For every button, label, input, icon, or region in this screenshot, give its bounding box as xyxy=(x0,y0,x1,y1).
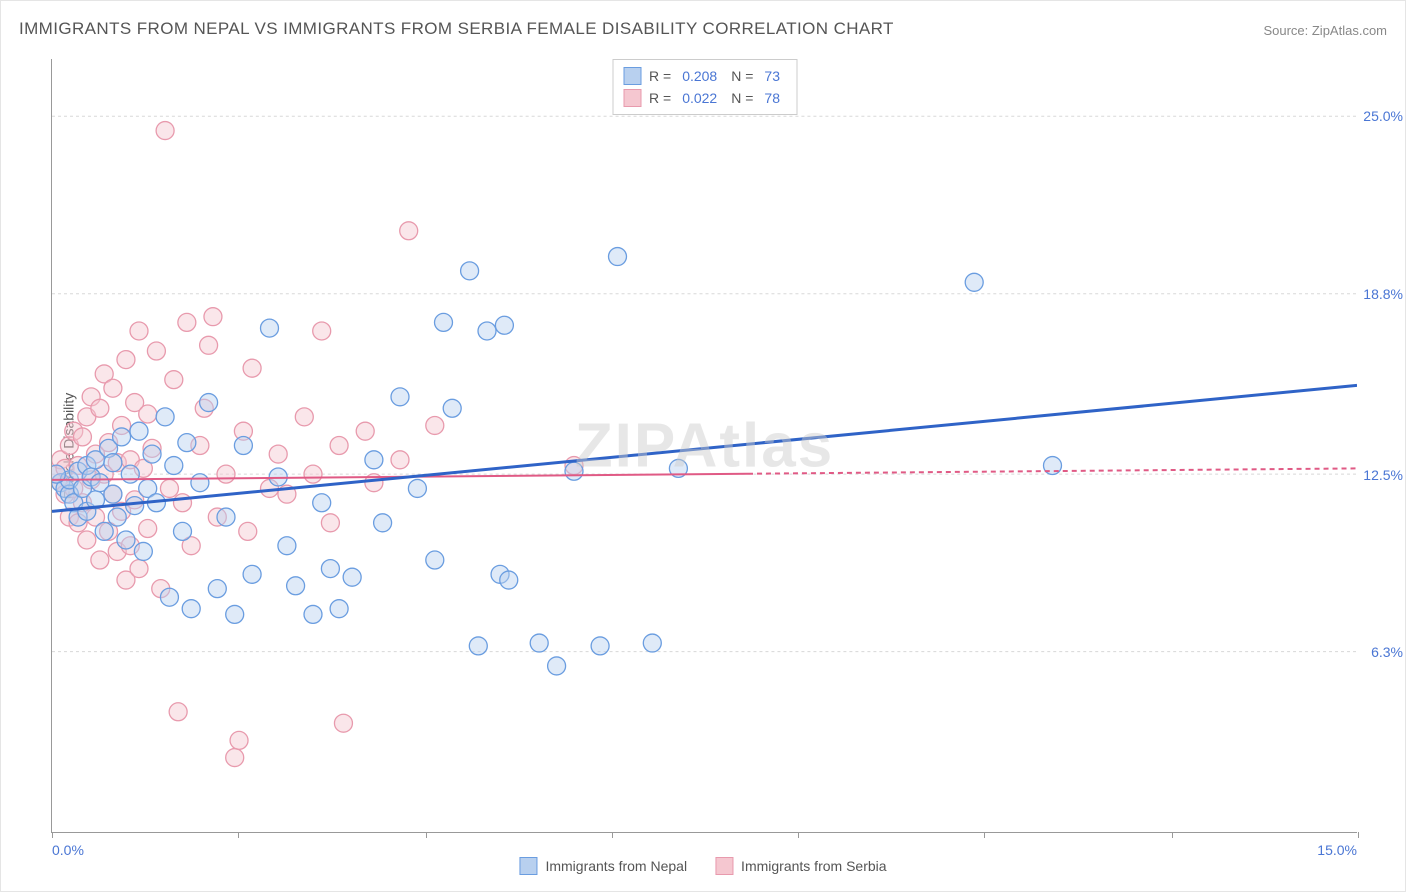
legend-item: Immigrants from Nepal xyxy=(519,857,687,875)
swatch-icon xyxy=(519,857,537,875)
legend-item: Immigrants from Serbia xyxy=(715,857,886,875)
x-tick-mark xyxy=(426,832,427,838)
legend-item-label: Immigrants from Serbia xyxy=(741,858,886,874)
legend-r-label: R = xyxy=(649,90,671,106)
x-tick-mark xyxy=(798,832,799,838)
swatch-icon xyxy=(623,89,641,107)
swatch-icon xyxy=(715,857,733,875)
x-axis-max-label: 15.0% xyxy=(1317,842,1357,858)
legend-stats-row: R = 0.208 N = 73 xyxy=(623,65,786,87)
x-tick-mark xyxy=(238,832,239,838)
legend-r-value: 0.208 xyxy=(682,68,717,84)
legend-series: Immigrants from Nepal Immigrants from Se… xyxy=(519,857,886,875)
x-tick-mark xyxy=(1358,832,1359,838)
x-tick-mark xyxy=(984,832,985,838)
chart-title: IMMIGRANTS FROM NEPAL VS IMMIGRANTS FROM… xyxy=(19,19,894,39)
x-tick-mark xyxy=(1172,832,1173,838)
legend-r-label: R = xyxy=(649,68,671,84)
source-attribution: Source: ZipAtlas.com xyxy=(1263,23,1387,38)
plot-area: ZIPAtlas R = 0.208 N = 73 R = 0.022 N = … xyxy=(51,59,1357,833)
y-tick-label: 25.0% xyxy=(1363,108,1403,124)
x-axis-min-label: 0.0% xyxy=(52,842,84,858)
y-tick-label: 12.5% xyxy=(1363,467,1403,483)
legend-n-value: 73 xyxy=(764,68,780,84)
correlation-chart: IMMIGRANTS FROM NEPAL VS IMMIGRANTS FROM… xyxy=(0,0,1406,892)
legend-item-label: Immigrants from Nepal xyxy=(545,858,687,874)
x-tick-mark xyxy=(52,832,53,838)
legend-stats: R = 0.208 N = 73 R = 0.022 N = 78 xyxy=(612,59,797,115)
legend-n-value: 78 xyxy=(764,90,780,106)
x-tick-mark xyxy=(612,832,613,838)
legend-n-label: N = xyxy=(731,90,753,106)
legend-n-label: N = xyxy=(731,68,753,84)
y-tick-label: 6.3% xyxy=(1371,644,1403,660)
legend-r-value: 0.022 xyxy=(682,90,717,106)
y-tick-label: 18.8% xyxy=(1363,286,1403,302)
scatter-svg xyxy=(52,59,1357,832)
swatch-icon xyxy=(623,67,641,85)
legend-stats-row: R = 0.022 N = 78 xyxy=(623,87,786,109)
